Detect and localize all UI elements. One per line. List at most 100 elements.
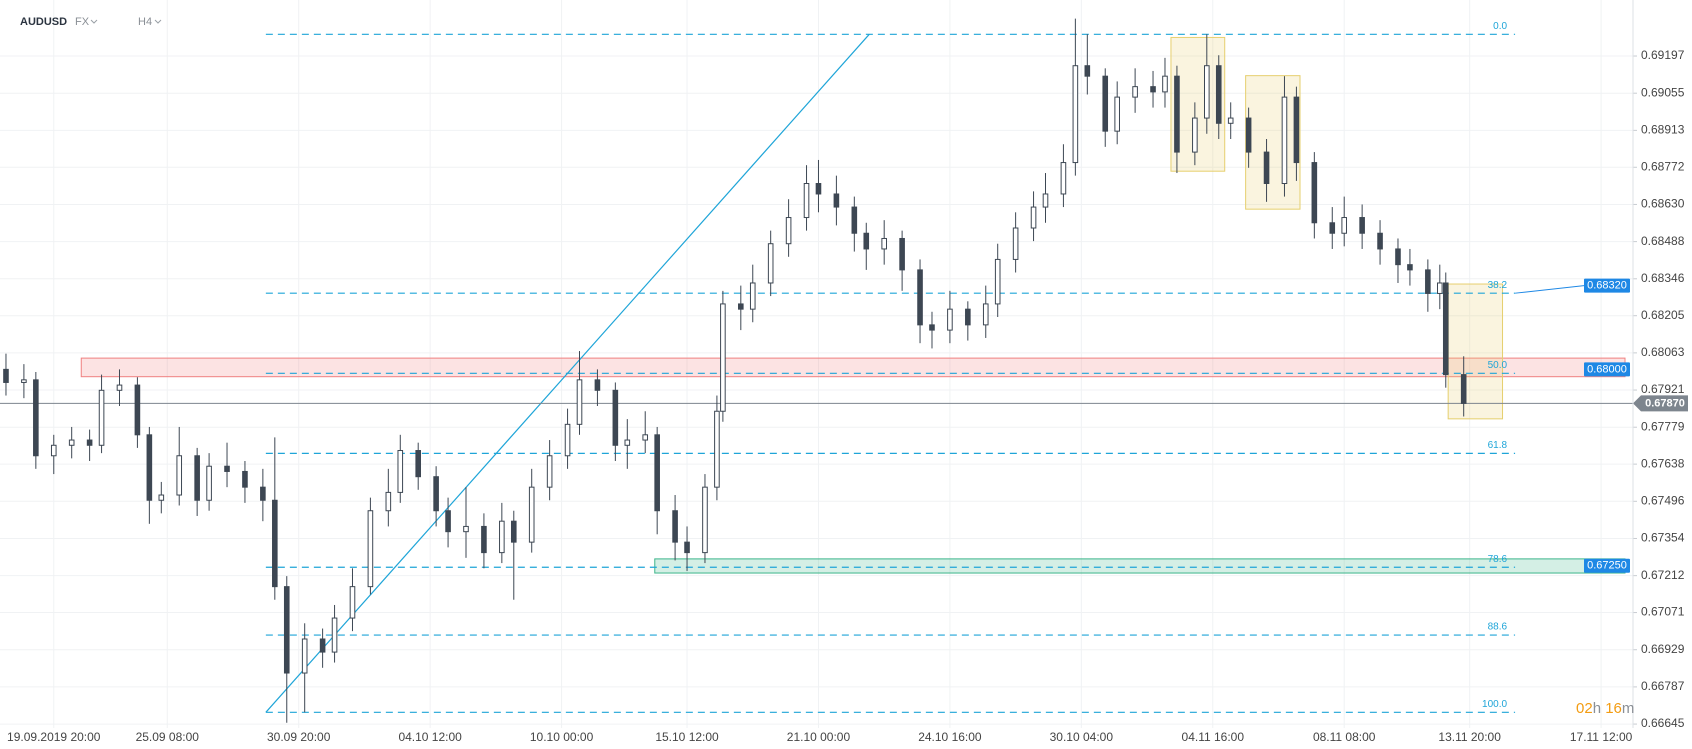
- candle-body: [158, 494, 165, 501]
- countdown-minutes: 16: [1605, 700, 1622, 717]
- candle-body: [564, 423, 571, 457]
- timeframe[interactable]: H4: [138, 16, 152, 28]
- candle-body: [749, 282, 756, 310]
- candle-body: [642, 434, 649, 441]
- y-tick-label: 0.67779: [1641, 419, 1685, 433]
- candle-body: [510, 520, 517, 543]
- y-tick-label: 0.66645: [1641, 716, 1685, 730]
- candle-body: [1012, 227, 1019, 260]
- candle-body: [654, 434, 660, 512]
- y-tick-label: 0.66787: [1641, 679, 1685, 693]
- candle-body: [576, 379, 583, 425]
- candle-body: [1114, 96, 1120, 132]
- candle-body: [833, 193, 840, 208]
- x-tick-label: 04.11 16:00: [1182, 730, 1245, 744]
- y-tick-label: 0.68205: [1641, 308, 1685, 322]
- y-tick-label: 0.68772: [1641, 159, 1685, 173]
- candle-body: [331, 617, 338, 653]
- x-tick-label: 17.11 12:00: [1570, 730, 1633, 744]
- candle-body: [546, 455, 553, 488]
- countdown-m: m: [1622, 700, 1635, 717]
- fib-level-label: 78.6: [1488, 554, 1508, 565]
- y-tick-label: 0.66929: [1641, 642, 1685, 656]
- candle-body: [33, 379, 39, 457]
- x-tick-label: 25.09 08:00: [136, 730, 200, 744]
- candle-body: [1293, 96, 1300, 164]
- candle-body: [481, 525, 487, 554]
- candle-body: [982, 303, 989, 326]
- candle-body: [947, 308, 953, 331]
- candle-body: [815, 183, 822, 195]
- fib-level-label: 88.6: [1488, 622, 1508, 633]
- symbol[interactable]: AUDUSD: [20, 16, 67, 28]
- tag-connector: [1515, 285, 1585, 294]
- candle-body: [68, 439, 75, 446]
- candle-body: [319, 638, 326, 653]
- last-price-tag: [1633, 395, 1688, 412]
- candle-body: [767, 243, 774, 284]
- zone: [654, 558, 1626, 574]
- x-tick-label: 30.10 04:00: [1050, 730, 1114, 744]
- candle-body: [1341, 217, 1348, 234]
- candle-body: [1227, 117, 1234, 124]
- candle-body: [1204, 65, 1210, 119]
- y-tick-label: 0.67212: [1641, 568, 1685, 582]
- candle-body: [433, 476, 439, 512]
- candle-body: [1436, 282, 1443, 294]
- candle-body: [1072, 65, 1079, 164]
- candle-body: [146, 434, 153, 501]
- candle-body: [1174, 75, 1180, 153]
- price-tag: [1584, 362, 1630, 377]
- candle-body: [994, 258, 1001, 305]
- candle-body: [272, 499, 278, 588]
- candle-body: [1042, 193, 1049, 208]
- x-tick-label: 13.11 20:00: [1438, 730, 1501, 744]
- candle-body: [528, 486, 535, 543]
- candle-body: [1162, 75, 1168, 93]
- candle-body: [899, 237, 905, 271]
- plot: [3, 18, 1467, 723]
- countdown-hours: 02: [1576, 700, 1593, 717]
- candle-body: [594, 379, 601, 391]
- candle-body: [1425, 269, 1431, 294]
- candle-body: [116, 384, 123, 391]
- y-tick-label: 0.67496: [1641, 493, 1685, 507]
- candle-body: [929, 324, 935, 331]
- candle-body: [463, 525, 469, 533]
- candle-body: [194, 455, 200, 501]
- candle-body: [367, 510, 374, 588]
- candle-body: [1192, 117, 1198, 153]
- candle-body: [624, 439, 631, 446]
- market[interactable]: FX: [75, 16, 90, 28]
- x-tick-label: 04.10 12:00: [398, 730, 462, 744]
- candle-body: [684, 541, 690, 554]
- candle-body: [397, 450, 404, 493]
- candle-body: [1030, 206, 1037, 229]
- candle-body: [260, 486, 266, 501]
- candle-body: [21, 379, 27, 383]
- candle-body: [1395, 248, 1401, 266]
- y-tick-label: 0.68913: [1641, 123, 1685, 137]
- y-tick-label: 0.67354: [1641, 531, 1685, 545]
- candle-body: [3, 368, 9, 383]
- price-tag-label: 0.68000: [1587, 363, 1627, 375]
- timeframe-caret[interactable]: [154, 19, 162, 24]
- y-tick-label: 0.68346: [1641, 271, 1685, 285]
- candle-body: [445, 510, 451, 533]
- candle-body: [86, 439, 93, 446]
- candle-body: [851, 206, 858, 234]
- fib-level-label: 38.2: [1488, 280, 1508, 291]
- candle-body: [349, 586, 356, 619]
- fib-level-label: 0.0: [1493, 21, 1507, 32]
- candle-body: [1377, 232, 1383, 250]
- y-tick-label: 0.67071: [1641, 605, 1685, 619]
- y-tick-label: 0.68063: [1641, 345, 1685, 359]
- candle-body: [134, 384, 141, 436]
- market-caret[interactable]: [90, 19, 98, 24]
- candle-body: [499, 520, 505, 554]
- candle-body: [283, 586, 290, 674]
- candle-body: [881, 237, 887, 250]
- candle-body: [50, 444, 57, 457]
- countdown-h: h: [1593, 700, 1601, 717]
